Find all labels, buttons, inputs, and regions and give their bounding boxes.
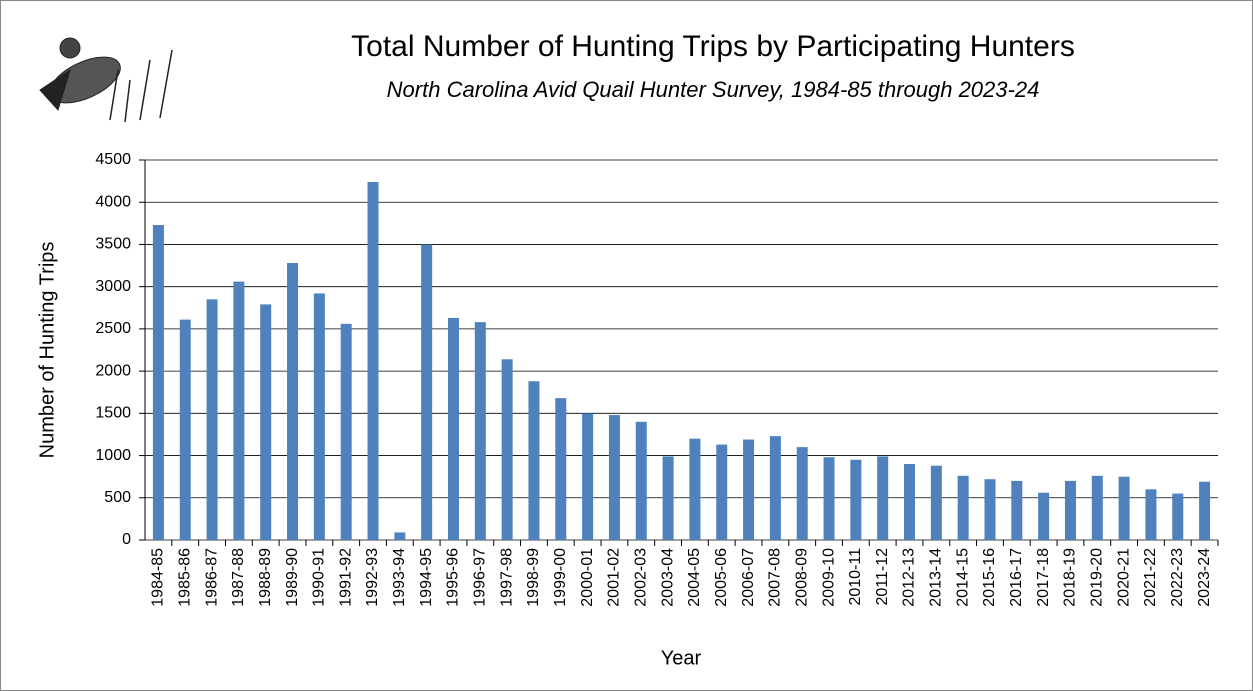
bar <box>340 323 352 540</box>
x-tick-label: 1998-99 <box>525 548 542 607</box>
bar <box>421 244 433 540</box>
x-tick-label: 1999-00 <box>552 548 569 607</box>
x-tick-label: 1991-92 <box>337 548 354 607</box>
bar <box>850 459 862 540</box>
x-tick-label: 2015-16 <box>981 548 998 607</box>
y-tick-label: 2500 <box>95 320 131 337</box>
y-tick-label: 4000 <box>95 193 131 210</box>
bar <box>1038 492 1050 540</box>
x-tick-label: 2006-07 <box>740 548 757 607</box>
bar <box>313 293 325 540</box>
bar <box>260 304 272 540</box>
bar <box>635 421 647 540</box>
bar <box>555 398 567 540</box>
x-tick-label: 1990-91 <box>311 548 328 607</box>
chart-title: Total Number of Hunting Trips by Partici… <box>351 30 1075 63</box>
x-tick-label: 2018-19 <box>1062 548 1079 607</box>
bar <box>904 464 916 540</box>
bar <box>689 438 701 540</box>
bar <box>1145 489 1157 540</box>
x-tick-label: 2013-14 <box>928 548 945 607</box>
x-tick-label: 2021-22 <box>1142 548 1159 607</box>
x-tick-label: 2008-09 <box>793 548 810 607</box>
bar <box>206 299 218 540</box>
bar <box>447 317 459 540</box>
bar <box>179 319 191 540</box>
y-tick-label: 1500 <box>95 405 131 422</box>
y-tick-label: 3000 <box>95 278 131 295</box>
bar <box>957 475 969 540</box>
x-tick-label: 1984-85 <box>150 548 167 607</box>
bar <box>1172 493 1184 540</box>
y-axis-label: Number of Hunting Trips <box>36 242 58 459</box>
x-tick-label: 2010-11 <box>847 548 864 606</box>
x-tick-label: 1996-97 <box>472 548 489 607</box>
y-tick-label: 2000 <box>95 362 131 379</box>
x-tick-label: 2020-21 <box>1115 548 1132 607</box>
x-tick-label: 1995-96 <box>445 548 462 607</box>
x-tick-label: 2001-02 <box>606 548 623 607</box>
bar <box>796 447 808 540</box>
y-tick-label: 4500 <box>95 151 131 168</box>
x-tick-label: 1988-89 <box>257 548 274 607</box>
x-tick-label: 2005-06 <box>713 548 730 607</box>
bar <box>1011 480 1023 540</box>
x-tick-label: 1997-98 <box>498 548 515 607</box>
x-tick-label: 2007-08 <box>767 548 784 607</box>
bar <box>152 225 164 540</box>
x-tick-label: 2011-12 <box>874 548 891 606</box>
x-tick-label: 2022-23 <box>1169 548 1186 607</box>
bar <box>823 457 835 540</box>
y-tick-label: 3500 <box>95 236 131 253</box>
bar <box>930 465 942 540</box>
bar <box>367 181 379 540</box>
x-tick-label: 1992-93 <box>364 548 381 607</box>
bar <box>394 532 406 540</box>
bar <box>1064 480 1076 540</box>
x-axis-label: Year <box>661 647 702 669</box>
x-tick-label: 1993-94 <box>391 548 408 607</box>
bar <box>877 456 889 540</box>
x-tick-label: 2000-01 <box>579 548 596 607</box>
chart-subtitle: North Carolina Avid Quail Hunter Survey,… <box>387 77 1040 102</box>
bar <box>1118 476 1130 540</box>
bar <box>233 281 245 540</box>
bar <box>528 381 540 540</box>
x-tick-label: 2014-15 <box>954 548 971 607</box>
x-tick-label: 2009-10 <box>820 548 837 607</box>
x-tick-label: 2003-04 <box>659 548 676 607</box>
bar <box>743 439 755 540</box>
x-tick-label: 2012-13 <box>901 548 918 607</box>
y-tick-label: 1000 <box>95 447 131 464</box>
x-tick-label: 2023-24 <box>1196 548 1213 607</box>
x-tick-label: 2004-05 <box>686 548 703 607</box>
x-tick-label: 2016-17 <box>1008 548 1025 607</box>
bar <box>501 359 513 540</box>
x-tick-label: 2002-03 <box>632 548 649 607</box>
x-tick-label: 2019-20 <box>1089 548 1106 607</box>
y-tick-label: 0 <box>122 531 131 548</box>
bar <box>608 415 620 540</box>
x-tick-label: 2017-18 <box>1035 548 1052 607</box>
quail-logo <box>39 37 173 123</box>
bar <box>716 444 728 540</box>
bar <box>1199 481 1211 540</box>
x-tick-label: 1985-86 <box>176 548 193 607</box>
bar <box>984 479 996 540</box>
x-tick-label: 1989-90 <box>284 548 301 607</box>
bar <box>1091 475 1103 540</box>
bar <box>582 413 594 540</box>
y-tick-label: 500 <box>104 489 131 506</box>
x-tick-label: 1986-87 <box>203 548 220 607</box>
bar <box>287 263 299 540</box>
x-tick-label: 1987-88 <box>230 548 247 607</box>
bar <box>769 436 781 540</box>
x-tick-label: 1994-95 <box>418 548 435 607</box>
bar <box>474 322 486 540</box>
bar <box>662 456 674 540</box>
